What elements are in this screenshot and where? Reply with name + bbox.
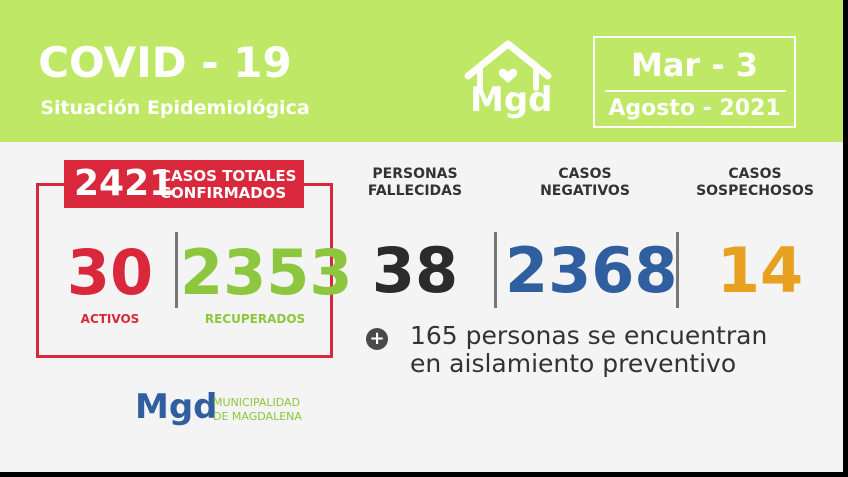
fallecidas-value: 38 [371,234,459,307]
sospechosos-heading-line1: CASOS [728,166,782,182]
negativos-value: 2368 [505,234,678,307]
sospechosos-heading-line2: SOSPECHOSOS [696,183,814,199]
divider [676,232,679,308]
date-day: Mar - 3 [630,46,759,84]
plus-circle-icon: + [366,328,388,350]
isolation-note-line1: 165 personas se encuentran [410,321,768,350]
total-cases-banner: 2421 CASOS TOTALES CONFIRMADOS [64,160,304,208]
logo-text-top: Mgd [470,80,553,120]
page-title: COVID - 19 [38,38,292,87]
recuperados-label: RECUPERADOS [204,312,306,326]
total-cases-label-line1: CASOS TOTALES [160,167,297,185]
sospechosos-heading: CASOS SOSPECHOSOS [685,166,825,200]
date-divider [605,90,786,92]
activos-value: 30 [66,236,154,309]
isolation-note: 165 personas se encuentran en aislamient… [410,322,830,378]
fallecidas-heading: PERSONAS FALLECIDAS [360,166,470,200]
municipality-line2: DE MAGDALENA [213,410,302,423]
activos-label: ACTIVOS [80,312,140,326]
fallecidas-heading-line2: FALLECIDAS [367,183,463,199]
date-month-year: Agosto - 2021 [608,96,781,121]
logo-text-bottom: Mgd [135,387,218,427]
municipality-line1: MUNICIPALIDAD [213,396,301,409]
negativos-heading-line2: NEGATIVOS [540,183,630,199]
divider [494,232,497,308]
total-cases-value: 2421 [74,163,175,204]
house-icon [464,40,552,91]
fallecidas-heading-line1: PERSONAS [372,166,458,182]
total-cases-label-line2: CONFIRMADOS [160,184,287,202]
isolation-note-line2: en aislamiento preventivo [410,349,737,378]
municipality-name: MUNICIPALIDAD DE MAGDALENA [213,396,302,424]
divider [175,232,178,308]
negativos-heading-line1: CASOS [558,166,612,182]
page-subtitle: Situación Epidemiológica [40,97,310,119]
header-banner: COVID - 19 Situación Epidemiológica Mgd … [0,0,843,142]
sospechosos-value: 14 [716,234,804,307]
negativos-heading: CASOS NEGATIVOS [525,166,645,200]
total-cases-label: CASOS TOTALES CONFIRMADOS [160,168,296,202]
recuperados-value: 2353 [180,236,353,309]
date-box: Mar - 3 Agosto - 2021 [593,36,796,128]
